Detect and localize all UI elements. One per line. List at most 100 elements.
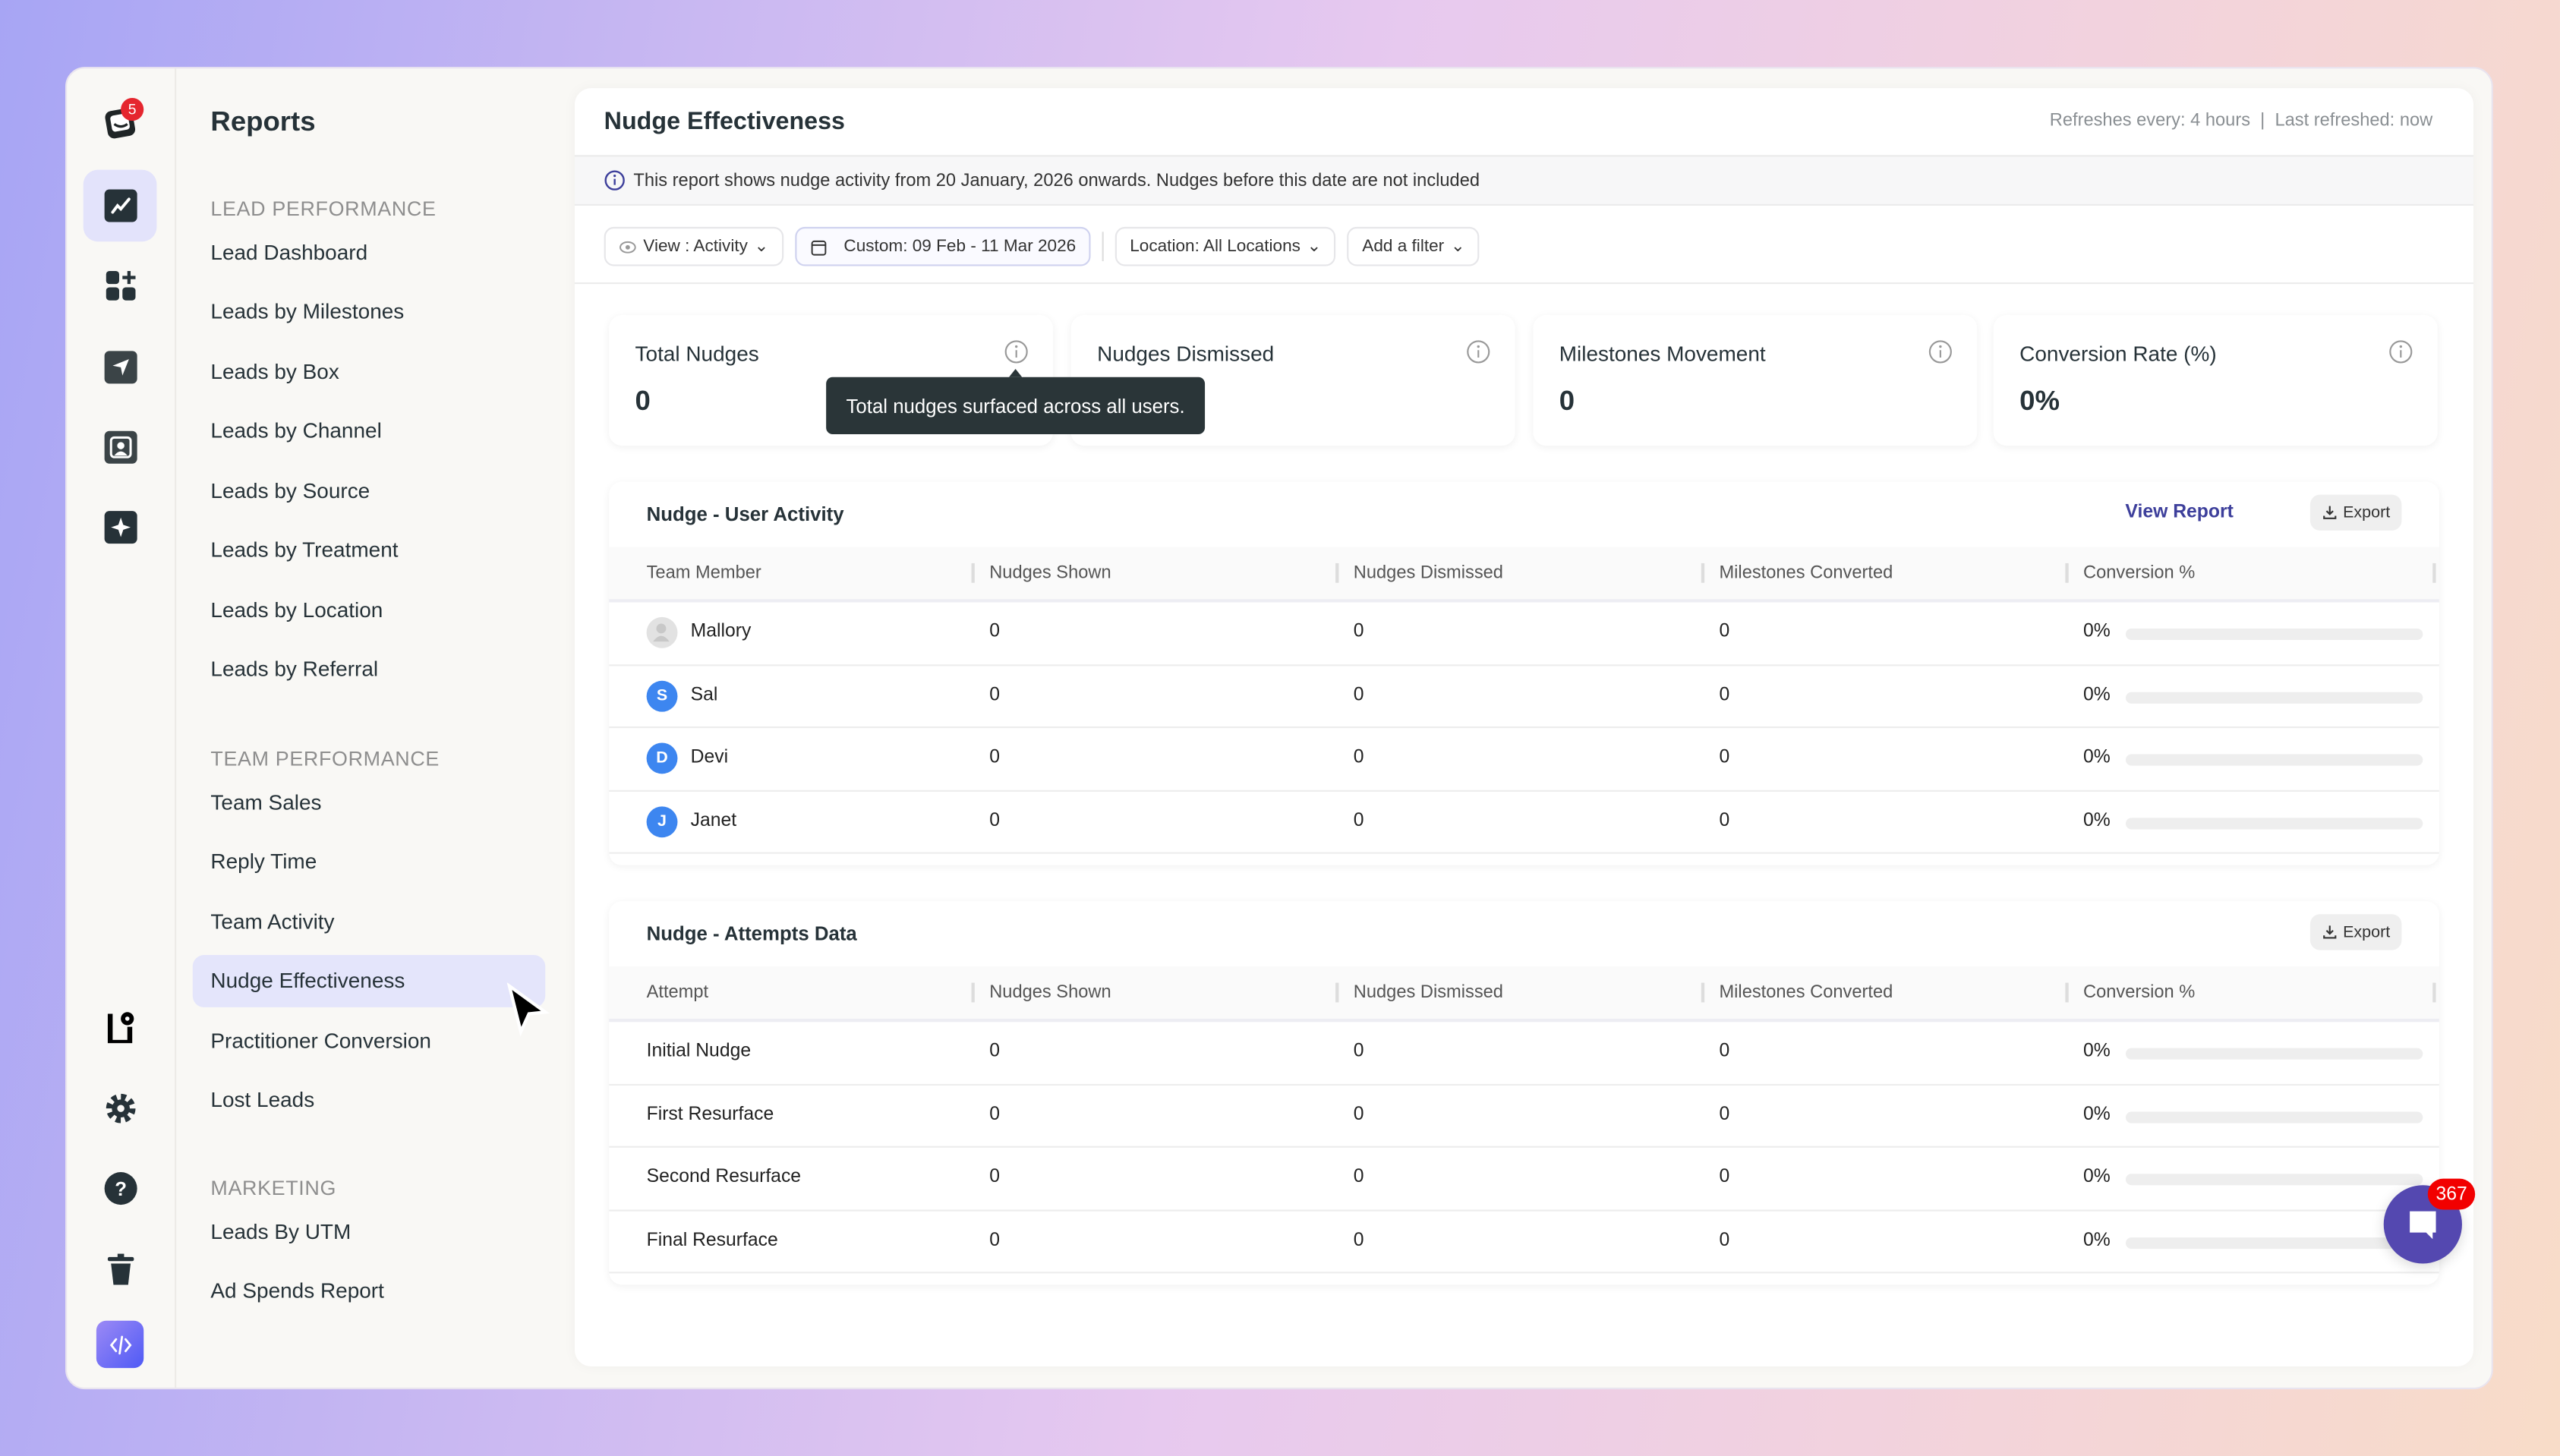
column-header[interactable]: Milestones Converted xyxy=(1719,563,1893,583)
stat-label: Total Nudges xyxy=(635,341,759,366)
settings-book-icon[interactable] xyxy=(102,1009,138,1045)
cell-converted: 0 xyxy=(1719,1104,1730,1124)
cell-shown: 0 xyxy=(989,747,1000,767)
conversion-progress-bar xyxy=(2125,1111,2423,1123)
column-resize-handle[interactable] xyxy=(2432,563,2436,583)
tooltip: Total nudges surfaced across all users. xyxy=(826,369,1206,435)
mouse-cursor-icon xyxy=(506,982,550,1037)
nav-item-leads-by-milestones[interactable]: Leads by Milestones xyxy=(210,298,405,323)
divider xyxy=(1102,232,1104,262)
nav-section-header: TEAM PERFORMANCE xyxy=(210,747,440,771)
nav-item-team-sales[interactable]: Team Sales xyxy=(210,789,322,815)
column-resize-handle[interactable] xyxy=(1701,982,1705,1003)
table-title: Nudge - User Activity xyxy=(646,503,844,526)
info-icon[interactable] xyxy=(1928,339,1953,364)
column-header[interactable]: Nudges Dismissed xyxy=(1353,982,1503,1003)
cell-name: Sal xyxy=(690,685,718,704)
info-icon[interactable] xyxy=(1004,339,1029,364)
apps-add-icon[interactable] xyxy=(102,268,138,304)
nav-title: Reports xyxy=(210,106,316,137)
cell-pct: 0% xyxy=(2083,810,2111,830)
column-header[interactable]: Milestones Converted xyxy=(1719,982,1893,1003)
column-resize-handle[interactable] xyxy=(2432,982,2436,1003)
cell-name: Initial Nudge xyxy=(646,1042,752,1061)
sparkle-icon[interactable] xyxy=(102,509,138,545)
column-resize-handle[interactable] xyxy=(1335,563,1339,583)
send-icon[interactable] xyxy=(102,349,138,385)
eye-icon xyxy=(620,240,636,253)
table-row: Initial Nudge 0 0 0 0% xyxy=(609,1022,2439,1086)
report-panel: Nudge Effectiveness Refreshes every: 4 h… xyxy=(574,88,2474,1366)
nav-item-team-activity[interactable]: Team Activity xyxy=(210,908,335,934)
column-header[interactable]: Team Member xyxy=(646,563,761,583)
column-header[interactable]: Nudges Dismissed xyxy=(1353,563,1503,583)
download-icon xyxy=(2323,925,2337,939)
view-report-link[interactable]: View Report xyxy=(2125,503,2234,523)
nav-item-reply-time[interactable]: Reply Time xyxy=(210,849,317,874)
chevron-down-icon: ⌄ xyxy=(754,236,769,257)
conversion-progress-bar xyxy=(2125,754,2423,766)
nav-item-leads-by-channel[interactable]: Leads by Channel xyxy=(210,418,382,443)
export-button[interactable]: Export xyxy=(2309,494,2402,531)
cell-name: Devi xyxy=(690,747,729,767)
column-header[interactable]: Nudges Shown xyxy=(989,982,1111,1003)
stat-card: Conversion Rate (%) 0% xyxy=(1993,315,2438,446)
column-resize-handle[interactable] xyxy=(971,563,975,583)
conversion-progress-bar xyxy=(2125,628,2423,640)
chevron-down-icon: ⌄ xyxy=(1450,236,1465,257)
column-header[interactable]: Attempt xyxy=(646,982,709,1003)
code-icon[interactable] xyxy=(96,1320,144,1369)
nav-item-leads-by-referral[interactable]: Leads by Referral xyxy=(210,656,379,681)
cell-pct: 0% xyxy=(2083,622,2111,642)
nav-item-ad-spends-report[interactable]: Ad Spends Report xyxy=(210,1278,384,1303)
table-header: Attempt Nudges Shown Nudges Dismissed Miles… xyxy=(609,966,2439,1023)
date-range-picker[interactable]: Custom: 09 Feb - 11 Mar 2026 xyxy=(794,226,1091,266)
column-header[interactable]: Conversion % xyxy=(2083,982,2196,1003)
divider xyxy=(574,282,2474,285)
info-icon[interactable] xyxy=(1466,339,1490,364)
cell-converted: 0 xyxy=(1719,747,1730,767)
nav-item-nudge-effectiveness[interactable]: Nudge Effectiveness xyxy=(192,953,546,1007)
cell-name: Janet xyxy=(690,810,737,830)
conversion-progress-bar xyxy=(2125,1237,2423,1249)
cell-pct: 0% xyxy=(2083,1104,2111,1124)
view-dropdown[interactable]: View : Activity ⌄ xyxy=(604,226,783,266)
column-header[interactable]: Nudges Shown xyxy=(989,563,1111,583)
info-icon[interactable] xyxy=(2388,339,2413,364)
contact-icon[interactable] xyxy=(102,430,138,465)
cell-dismissed: 0 xyxy=(1353,1104,1364,1124)
nav-item-leads-by-treatment[interactable]: Leads by Treatment xyxy=(210,537,399,562)
calendar-icon xyxy=(811,239,826,255)
column-resize-handle[interactable] xyxy=(971,982,975,1003)
nav-item-practitioner-conversion[interactable]: Practitioner Conversion xyxy=(210,1027,432,1052)
column-resize-handle[interactable] xyxy=(1335,982,1339,1003)
nav-item-leads-by-utm[interactable]: Leads By UTM xyxy=(210,1218,352,1243)
trash-icon[interactable] xyxy=(102,1252,138,1287)
column-resize-handle[interactable] xyxy=(2065,563,2069,583)
conversion-progress-bar xyxy=(2125,691,2423,703)
column-resize-handle[interactable] xyxy=(1701,563,1705,583)
reports-chart-icon[interactable] xyxy=(102,188,138,223)
table-title: Nudge - Attempts Data xyxy=(646,922,857,946)
nav-item-lead-dashboard[interactable]: Lead Dashboard xyxy=(210,239,368,264)
avatar xyxy=(646,616,678,648)
filter-bar: View : Activity ⌄ Custom: 09 Feb - 11 Mar… xyxy=(604,226,1480,266)
location-label: Location: All Locations xyxy=(1130,236,1300,257)
location-dropdown[interactable]: Location: All Locations ⌄ xyxy=(1114,226,1336,266)
user-activity-table: Nudge - User Activity View Report Export… xyxy=(609,481,2439,865)
chat-badge: 367 xyxy=(2427,1178,2476,1210)
cell-dismissed: 0 xyxy=(1353,685,1364,704)
avatar: S xyxy=(646,679,678,711)
nav-item-leads-by-box[interactable]: Leads by Box xyxy=(210,358,339,383)
nav-item-leads-by-location[interactable]: Leads by Location xyxy=(210,597,383,622)
nav-item-lost-leads[interactable]: Lost Leads xyxy=(210,1087,315,1112)
help-icon[interactable]: ? xyxy=(102,1171,138,1206)
cell-shown: 0 xyxy=(989,1230,1000,1250)
nav-item-leads-by-source[interactable]: Leads by Source xyxy=(210,477,370,503)
add-filter-dropdown[interactable]: Add a filter ⌄ xyxy=(1347,226,1480,266)
column-resize-handle[interactable] xyxy=(2065,982,2069,1003)
column-header[interactable]: Conversion % xyxy=(2083,563,2196,583)
export-button[interactable]: Export xyxy=(2309,914,2402,950)
cell-pct: 0% xyxy=(2083,1042,2111,1061)
gear-icon[interactable] xyxy=(102,1091,138,1127)
